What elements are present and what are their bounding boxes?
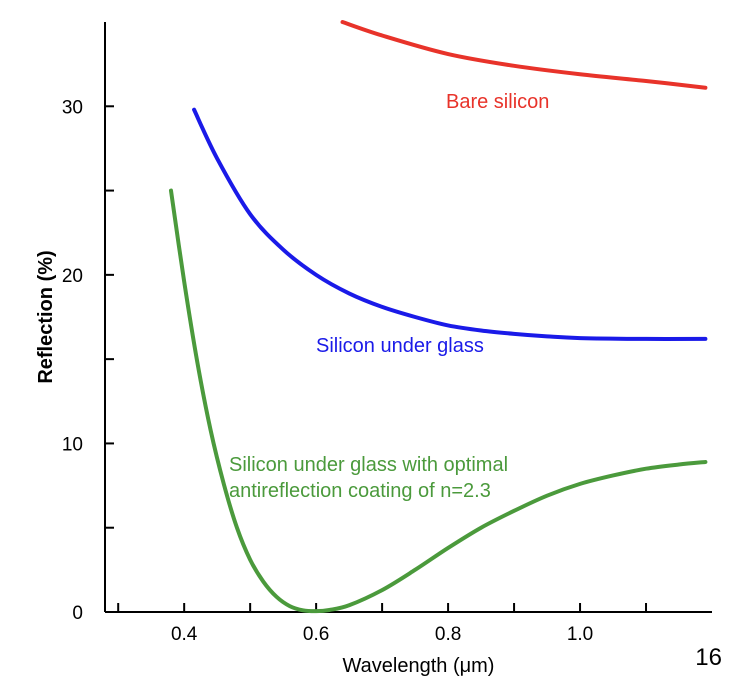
y-tick-label: 0 [72, 603, 83, 624]
ar-coating-label: Silicon under glass with optimal [229, 454, 508, 476]
ar-coating-line [168, 188, 708, 614]
silicon-under-glass-line [192, 107, 708, 341]
labels-layer: Bare silicon Silicon under glass Silicon u… [229, 91, 549, 502]
x-tick-label: 0.8 [435, 624, 461, 645]
page-number: 16 [695, 644, 722, 671]
bare-silicon-label: Bare silicon [446, 91, 549, 113]
x-tick-label: 0.4 [171, 624, 198, 645]
x-tick-label: 0.6 [303, 624, 329, 645]
y-tick-label: 10 [62, 434, 83, 455]
plot-area: 0.4 0.6 0.8 1.0 0 10 20 30 [62, 22, 712, 645]
ar-coating-label: antireflection coating of n=2.3 [229, 480, 491, 502]
x-tick-label: 1.0 [567, 624, 593, 645]
series-layer [168, 20, 708, 614]
y-tick-label: 20 [62, 266, 83, 287]
x-axis-title: Wavelength (μm) [343, 655, 495, 677]
y-axis-title: Reflection (%) [35, 250, 57, 383]
silicon-under-glass-label: Silicon under glass [316, 335, 484, 357]
bare-silicon-line [340, 20, 708, 90]
y-tick-label: 30 [62, 97, 83, 118]
